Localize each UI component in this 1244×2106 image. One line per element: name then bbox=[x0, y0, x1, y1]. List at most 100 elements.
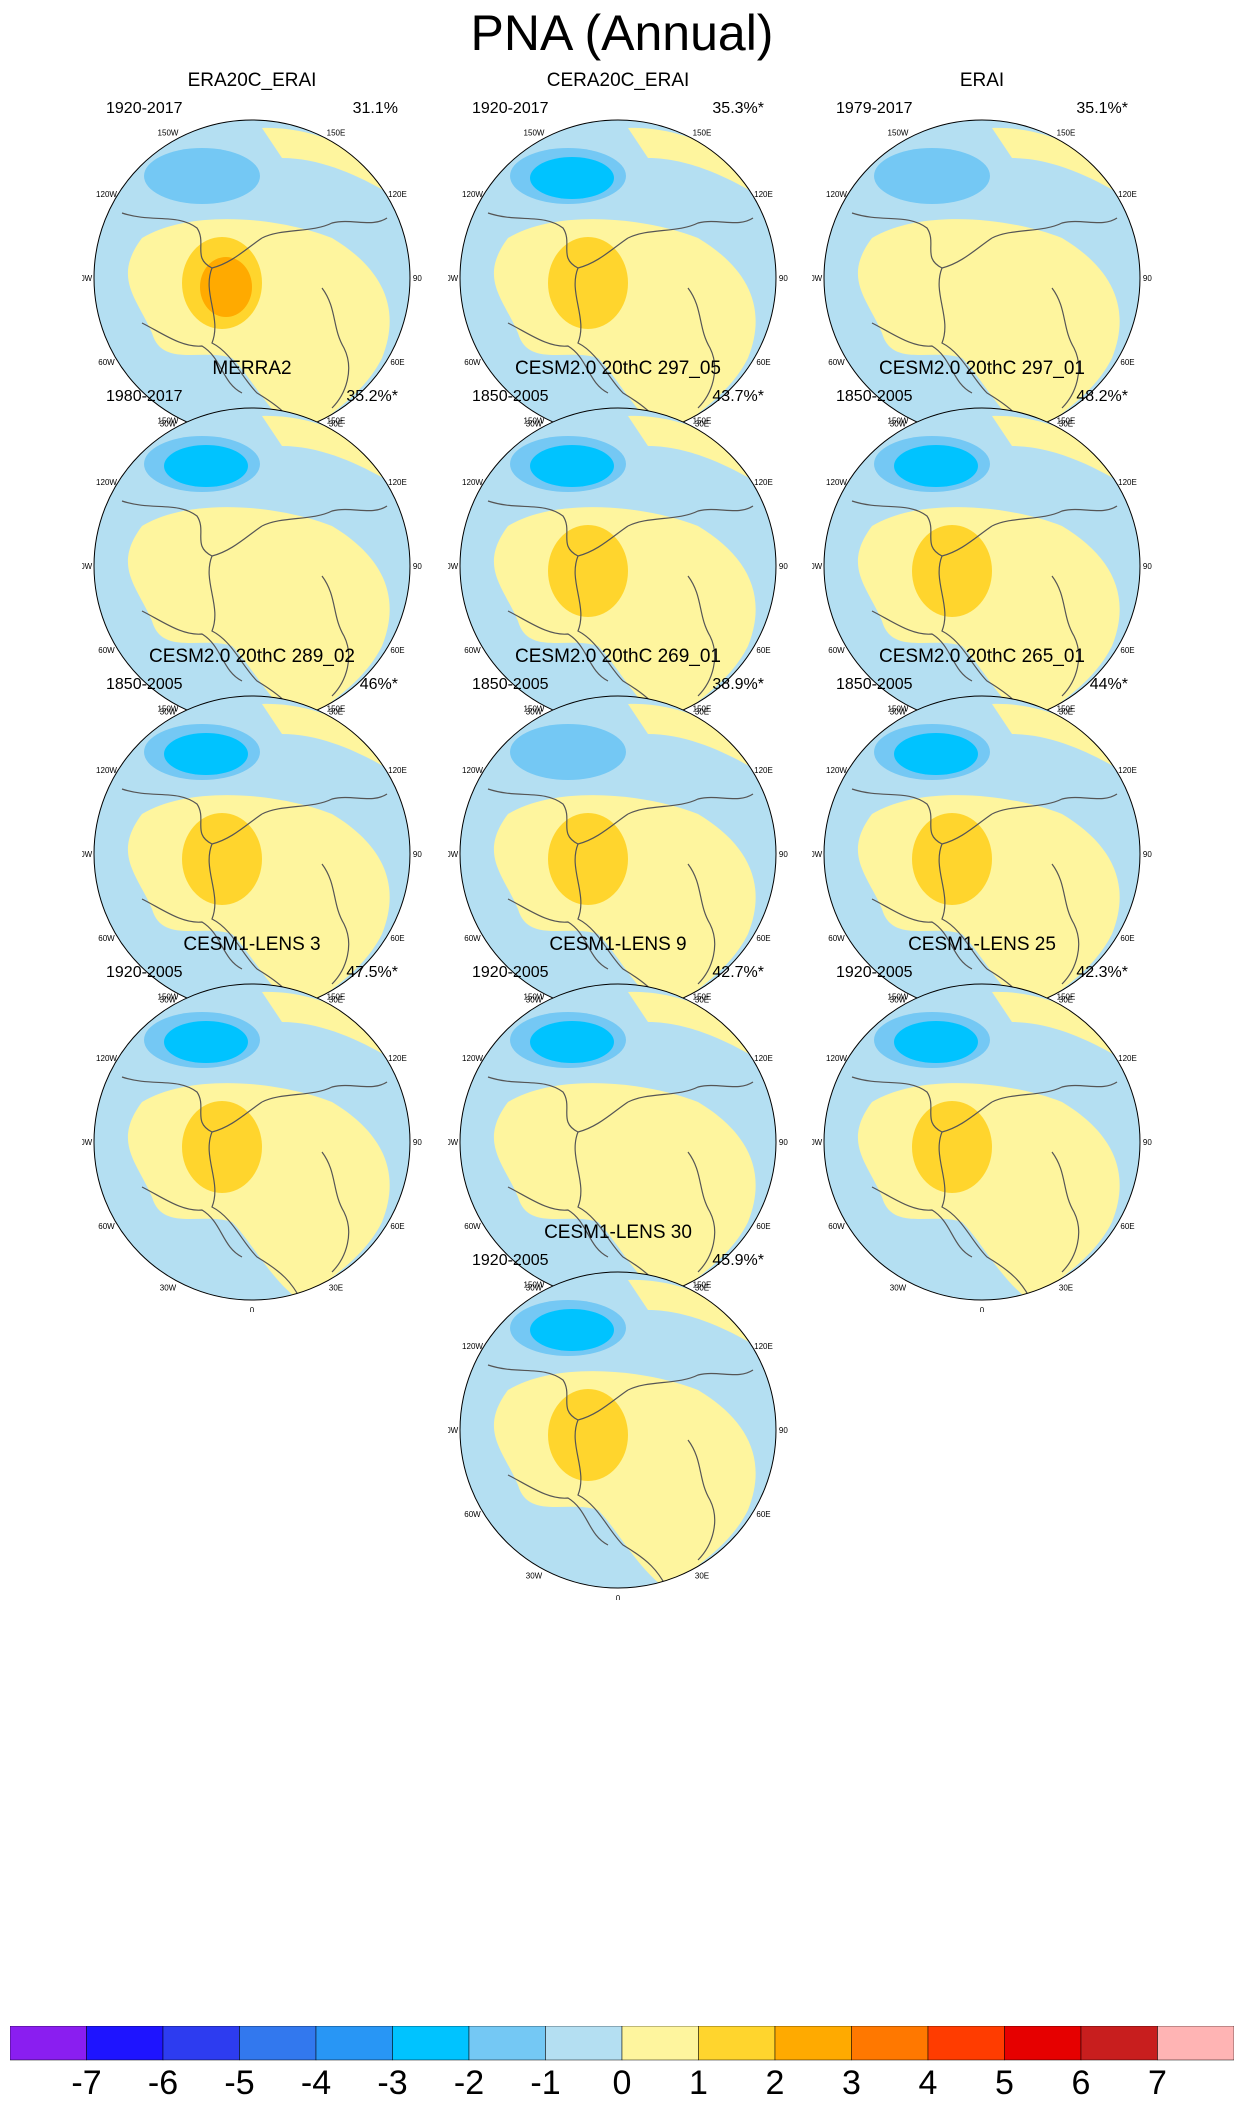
panel-variance: 47.5%* bbox=[346, 964, 398, 981]
coastline bbox=[938, 1131, 1033, 1300]
coastline bbox=[687, 863, 716, 985]
colorbar-swatch bbox=[1157, 2026, 1234, 2061]
coastline bbox=[1051, 863, 1080, 985]
coastline bbox=[627, 217, 754, 239]
longitude-label: 120E bbox=[754, 190, 773, 199]
map-panel: CESM1-LENS 251920-200542.3%*180150E120E9… bbox=[812, 934, 1152, 1312]
polar-map: 180150E120E90E60E30E030W60W90W120W150W bbox=[448, 1271, 788, 1600]
longitude-label: 90W bbox=[448, 850, 459, 859]
longitude-label: 120E bbox=[754, 478, 773, 487]
positive-anomaly-region bbox=[493, 1083, 756, 1300]
longitude-label: 30W bbox=[526, 995, 543, 1004]
coastline bbox=[261, 793, 388, 815]
positive-anomaly-region bbox=[992, 415, 1140, 496]
positive-anomaly-region bbox=[262, 415, 410, 496]
positive-anomaly-center bbox=[912, 525, 992, 617]
longitude-label: 60E bbox=[390, 934, 404, 943]
coastline bbox=[851, 1076, 993, 1133]
colorbar-swatch bbox=[698, 2026, 776, 2061]
longitude-label: 90E bbox=[413, 562, 422, 571]
map-panel: CESM2.0 20thC 269_011850-200538.9%*18015… bbox=[448, 646, 788, 1024]
panel-title: MERRA2 bbox=[212, 358, 292, 379]
longitude-label: 150E bbox=[693, 417, 712, 426]
longitude-label: 150E bbox=[327, 417, 346, 426]
negative-anomaly-center bbox=[894, 445, 978, 487]
longitude-label: 30W bbox=[526, 1571, 543, 1580]
colorbar-tick-label: -7 bbox=[71, 2064, 102, 2102]
longitude-label: 90W bbox=[812, 1138, 823, 1147]
map-panel: MERRA21980-201735.2%*180150E120E90E60E30… bbox=[82, 358, 422, 736]
coastline bbox=[871, 610, 973, 682]
polar-map: 180150E120E90E60E30E030W60W90W120W150W bbox=[812, 119, 1152, 448]
coastline bbox=[627, 505, 754, 527]
panel-variance: 48.2%* bbox=[1076, 388, 1128, 405]
panel-title: CESM1-LENS 9 bbox=[549, 934, 687, 955]
longitude-label: 150E bbox=[1057, 993, 1076, 1002]
longitude-label: 150W bbox=[524, 993, 545, 1002]
colorbar-swatch bbox=[239, 2026, 317, 2061]
longitude-label: 150E bbox=[693, 705, 712, 714]
panel-years: 1920-2005 bbox=[106, 964, 183, 981]
polar-map: 180150E120E90E60E30E030W60W90W120W150W bbox=[448, 119, 788, 448]
coastline bbox=[851, 788, 993, 845]
longitude-label: 120E bbox=[754, 766, 773, 775]
positive-anomaly-region bbox=[628, 703, 776, 784]
map-panel: ERA20C_ERAI1920-201731.1%180150E120E90E6… bbox=[82, 70, 422, 448]
colorbar-tick-label: -5 bbox=[224, 2064, 255, 2102]
longitude-label: 90W bbox=[82, 562, 93, 571]
longitude-label: 90E bbox=[1143, 850, 1152, 859]
longitude-label: 120W bbox=[96, 190, 117, 199]
positive-anomaly-region bbox=[628, 415, 776, 496]
longitude-label: 120W bbox=[826, 1054, 847, 1063]
map-panel: CERA20C_ERAI1920-201735.3%*180150E120E90… bbox=[448, 70, 788, 448]
longitude-label: 150W bbox=[888, 417, 909, 426]
coastline bbox=[991, 505, 1118, 527]
colorbar-tick-label: 2 bbox=[765, 2064, 785, 2102]
panel-variance: 44%* bbox=[1089, 676, 1128, 693]
positive-anomaly-region bbox=[628, 127, 776, 208]
coastline bbox=[1051, 287, 1080, 409]
panel-years: 1920-2005 bbox=[836, 964, 913, 981]
colorbar-swatch bbox=[1080, 2026, 1158, 2061]
longitude-label: 120W bbox=[96, 478, 117, 487]
longitude-label: 120W bbox=[462, 766, 483, 775]
longitude-label: 0 bbox=[616, 1594, 621, 1600]
colorbar-tick-label: -1 bbox=[530, 2064, 561, 2102]
longitude-label: 90E bbox=[413, 850, 422, 859]
panel-years: 1850-2005 bbox=[836, 676, 913, 693]
map-panel: CESM1-LENS 31920-200547.5%*180150E120E90… bbox=[82, 934, 422, 1312]
positive-anomaly-region bbox=[628, 991, 776, 1072]
panel-variance: 46%* bbox=[359, 676, 398, 693]
coastline bbox=[487, 1364, 629, 1421]
longitude-label: 30E bbox=[695, 995, 709, 1004]
longitude-label: 60W bbox=[464, 646, 481, 655]
colorbar-tick-label: 7 bbox=[1148, 2064, 1167, 2102]
coastline bbox=[121, 212, 263, 269]
coastline bbox=[507, 322, 609, 394]
longitude-label: 150W bbox=[524, 1281, 545, 1290]
coastline bbox=[121, 788, 263, 845]
map-panel: CESM2.0 20thC 289_021850-200546%*180150E… bbox=[82, 646, 422, 1024]
longitude-label: 90E bbox=[779, 850, 788, 859]
longitude-label: 60E bbox=[1120, 934, 1134, 943]
coastline bbox=[487, 1076, 629, 1133]
colorbar-tick-label: -6 bbox=[147, 2064, 179, 2102]
longitude-label: 120E bbox=[1118, 766, 1137, 775]
longitude-label: 60W bbox=[98, 934, 115, 943]
coastline bbox=[687, 287, 716, 409]
longitude-label: 120W bbox=[462, 1342, 483, 1351]
longitude-label: 30W bbox=[890, 1283, 907, 1292]
longitude-label: 150W bbox=[888, 993, 909, 1002]
longitude-label: 150E bbox=[327, 129, 346, 138]
longitude-label: 90E bbox=[779, 274, 788, 283]
longitude-label: 60E bbox=[756, 358, 770, 367]
negative-anomaly-center bbox=[164, 445, 248, 487]
coastline bbox=[121, 1076, 263, 1133]
longitude-label: 150W bbox=[524, 129, 545, 138]
coastline bbox=[507, 1186, 609, 1258]
panel-years: 1850-2005 bbox=[106, 676, 183, 693]
panel-variance: 35.3%* bbox=[712, 100, 764, 117]
coastline bbox=[321, 1151, 350, 1273]
longitude-label: 150E bbox=[693, 993, 712, 1002]
polar-map: 180150E120E90E60E30E030W60W90W120W150W bbox=[82, 983, 422, 1312]
